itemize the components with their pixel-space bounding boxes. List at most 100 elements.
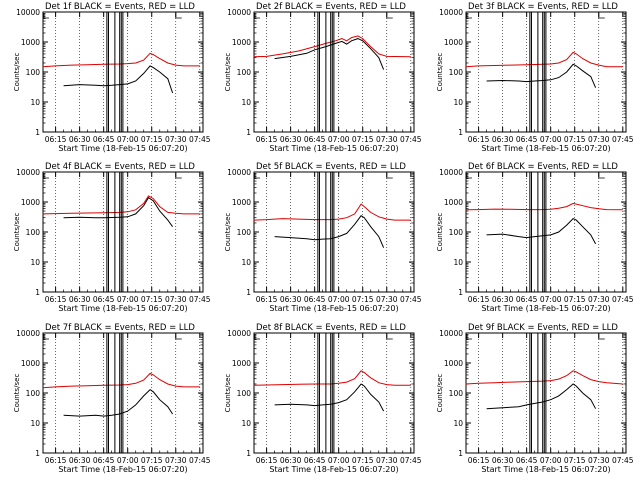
series-line-lld-red: [465, 370, 623, 385]
corner-mark: [386, 334, 393, 340]
panel-det-1: Det 1f BLACK = Events, RED = LLD 1 10 100 10…: [13, 2, 211, 153]
y-tick-label: 1: [246, 288, 251, 297]
y-tick-label: 10: [241, 258, 251, 267]
y-tick-label: 100: [26, 389, 41, 398]
x-tick-label: 07:30: [376, 295, 398, 304]
x-tick-label: 07:15: [352, 456, 374, 465]
x-axis-label: Start Time (18-Feb-15 06:07:20): [269, 304, 398, 313]
y-tick-label: 1: [458, 128, 463, 137]
x-axis-label: Start Time (18-Feb-15 06:07:20): [58, 144, 187, 153]
y-tick-label: 1: [35, 288, 40, 297]
x-tick-label: 07:30: [588, 135, 610, 144]
x-tick-label: 07:45: [189, 135, 211, 144]
y-tick-label: 1000: [21, 359, 40, 368]
panel-title: Det 9f BLACK = Events, RED = LLD: [468, 323, 618, 333]
series-line-events-black: [63, 65, 174, 94]
x-tick-label: 07:15: [564, 135, 586, 144]
x-tick-label: 07:00: [117, 135, 139, 144]
corner-mark: [254, 334, 260, 340]
y-axis-label: Counts/sec: [224, 213, 232, 252]
x-tick-label: 07:30: [376, 135, 398, 144]
x-tick-label: 07:00: [540, 295, 562, 304]
x-axis-label: Start Time (18-Feb-15 06:07:20): [481, 465, 610, 474]
corner-mark: [386, 13, 393, 19]
y-tick-label: 1000: [21, 38, 40, 47]
y-axis-label: Counts/sec: [436, 53, 444, 92]
corner-mark: [598, 173, 605, 179]
x-tick-label: 06:30: [492, 295, 514, 304]
x-tick-label: 07:00: [328, 135, 350, 144]
x-tick-label: 07:30: [165, 135, 187, 144]
x-tick-label: 07:45: [400, 295, 422, 304]
panel-title: Det 4f BLACK = Events, RED = LLD: [45, 162, 195, 172]
panel-title: Det 7f BLACK = Events, RED = LLD: [45, 323, 195, 333]
x-tick-label: 06:30: [492, 135, 514, 144]
corner-mark: [175, 13, 182, 19]
series-line-events-black: [274, 383, 385, 412]
y-tick-label: 1: [246, 128, 251, 137]
panel-title: Det 2f BLACK = Events, RED = LLD: [256, 2, 406, 12]
x-tick-label: 06:15: [45, 295, 67, 304]
x-tick-label: 07:00: [540, 456, 562, 465]
panel-title: Det 6f BLACK = Events, RED = LLD: [468, 162, 618, 172]
y-axis-label: Counts/sec: [13, 374, 21, 413]
y-axis-label: Counts/sec: [224, 53, 232, 92]
x-axis-label: Start Time (18-Feb-15 06:07:20): [269, 465, 398, 474]
y-tick-label: 100: [449, 228, 464, 237]
y-tick-label: 1: [35, 128, 40, 137]
y-axis-label: Counts/sec: [224, 374, 232, 413]
x-axis-label: Start Time (18-Feb-15 06:07:20): [269, 144, 398, 153]
corner-mark: [254, 13, 260, 19]
x-tick-label: 07:30: [376, 456, 398, 465]
y-tick-label: 1: [458, 449, 463, 458]
x-tick-label: 06:45: [304, 135, 326, 144]
y-tick-label: 1000: [444, 38, 463, 47]
series-line-events-black: [63, 196, 174, 227]
x-tick-label: 06:15: [45, 456, 67, 465]
corner-mark: [175, 334, 182, 340]
x-tick-label: 06:45: [304, 456, 326, 465]
y-tick-label: 10: [30, 98, 40, 107]
x-tick-label: 07:15: [352, 295, 374, 304]
x-tick-label: 06:45: [516, 456, 538, 465]
series-line-events-black: [274, 215, 385, 248]
x-tick-label: 06:15: [468, 295, 490, 304]
x-tick-label: 06:15: [468, 456, 490, 465]
y-tick-label: 10000: [227, 168, 251, 177]
y-tick-label: 1: [246, 449, 251, 458]
corner-mark: [43, 173, 49, 179]
corner-mark: [43, 13, 49, 19]
y-axis-label: Counts/sec: [436, 213, 444, 252]
x-tick-label: 06:45: [516, 135, 538, 144]
y-tick-label: 10000: [439, 329, 463, 338]
x-axis-label: Start Time (18-Feb-15 06:07:20): [58, 304, 187, 313]
y-tick-label: 1000: [444, 198, 463, 207]
series-line-lld-red: [42, 372, 200, 389]
y-axis-label: Counts/sec: [436, 374, 444, 413]
series-line-lld-red: [42, 52, 200, 68]
series-line-lld-red: [253, 203, 411, 221]
x-tick-label: 06:30: [492, 456, 514, 465]
x-tick-label: 07:00: [328, 456, 350, 465]
corner-mark: [466, 173, 472, 179]
y-tick-label: 100: [237, 389, 252, 398]
y-tick-label: 1000: [232, 359, 251, 368]
x-tick-label: 06:30: [280, 456, 302, 465]
series-line-lld-red: [253, 370, 411, 386]
x-axis-label: Start Time (18-Feb-15 06:07:20): [58, 465, 187, 474]
panel-det-7: Det 7f BLACK = Events, RED = LLD 1 10 100 10…: [13, 323, 211, 474]
x-tick-label: 07:00: [540, 135, 562, 144]
y-axis-label: Counts/sec: [13, 213, 21, 252]
x-tick-label: 07:45: [612, 456, 634, 465]
y-axis-label: Counts/sec: [13, 53, 21, 92]
series-line-lld-red: [465, 202, 623, 211]
corner-mark: [175, 173, 182, 179]
series-line-events-black: [486, 63, 597, 88]
y-tick-label: 100: [237, 228, 252, 237]
panel-title: Det 5f BLACK = Events, RED = LLD: [256, 162, 406, 172]
y-tick-label: 100: [449, 389, 464, 398]
y-tick-label: 10: [453, 419, 463, 428]
series-line-events-black: [486, 383, 597, 410]
y-tick-label: 1: [35, 449, 40, 458]
